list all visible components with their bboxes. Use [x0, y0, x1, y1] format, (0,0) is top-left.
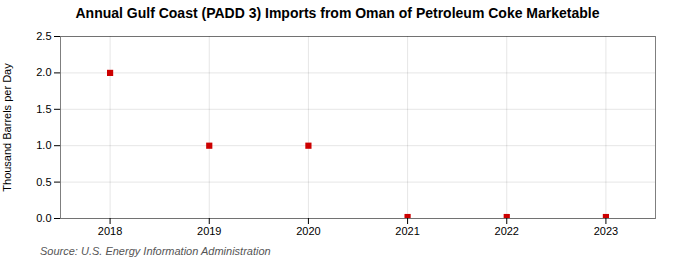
- svg-text:0.5: 0.5: [36, 176, 51, 188]
- html-text:Source: U.S. Energy Informatio: Source: U.S. Energy Information Administ…: [40, 245, 271, 257]
- svg-text:Thousand Barrels per Day: Thousand Barrels per Day: [1, 63, 13, 192]
- svg-text:2019: 2019: [197, 225, 221, 237]
- html-text:Annual Gulf Coast (PADD 3) Imp: Annual Gulf Coast (PADD 3) Imports from …: [75, 5, 600, 21]
- svg-text:2020: 2020: [296, 225, 320, 237]
- svg-text:1.0: 1.0: [36, 139, 51, 151]
- svg-text:2021: 2021: [395, 225, 419, 237]
- svg-text:2018: 2018: [98, 225, 122, 237]
- svg-text:1.5: 1.5: [36, 103, 51, 115]
- svg-text:2.5: 2.5: [36, 30, 51, 42]
- svg-text:2022: 2022: [495, 225, 519, 237]
- svg-text:0.0: 0.0: [36, 212, 51, 224]
- svg-text:2023: 2023: [594, 225, 618, 237]
- svg-text:2.0: 2.0: [36, 66, 51, 78]
